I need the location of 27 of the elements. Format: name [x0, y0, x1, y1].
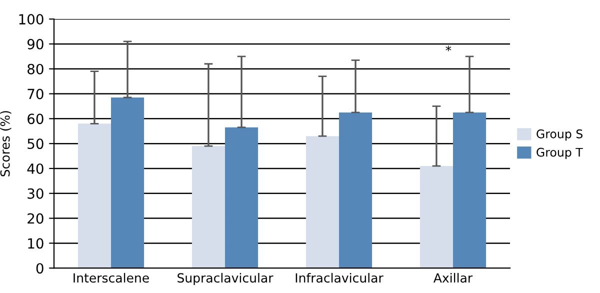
x-tick-label: Infraclavicular	[296, 272, 384, 283]
bar	[111, 97, 144, 268]
bar	[192, 146, 225, 268]
y-tick-label: 30	[28, 188, 44, 199]
annotation: *	[446, 46, 452, 52]
y-tick-label: 20	[28, 213, 44, 224]
bar	[420, 166, 453, 268]
bar	[78, 124, 111, 268]
bar	[306, 136, 339, 268]
y-axis-title: Scores (%)	[0, 111, 12, 176]
legend-label: Group S	[536, 129, 582, 141]
bar	[225, 127, 258, 268]
legend-label: Group T	[536, 148, 583, 160]
x-tick-label: Axillar	[434, 272, 473, 283]
y-tick-label: 50	[28, 138, 44, 150]
bar	[453, 112, 486, 268]
bar	[339, 112, 372, 268]
y-tick-label: 100	[19, 14, 44, 25]
y-tick-label: 60	[28, 114, 44, 124]
x-tick-label: Interscalene	[74, 272, 149, 283]
y-tick-label: 90	[27, 38, 44, 50]
x-tick-label: Supraclavicular	[178, 272, 274, 286]
y-tick-label: 10	[28, 238, 44, 249]
y-tick-label: 70	[28, 88, 44, 100]
y-tick-label: 80	[28, 64, 44, 74]
y-tick-label: 0	[36, 263, 44, 274]
y-tick-label: 40	[27, 163, 44, 174]
